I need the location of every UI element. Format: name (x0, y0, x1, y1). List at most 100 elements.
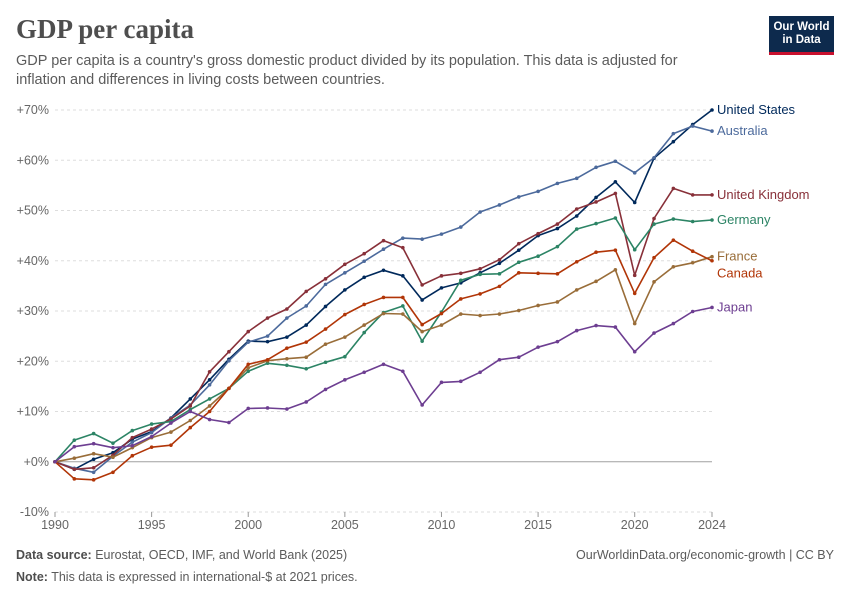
data-point-japan (285, 407, 289, 411)
data-point-united-kingdom (516, 241, 521, 246)
data-point-germany (710, 218, 714, 222)
data-point-united-kingdom (536, 231, 540, 236)
data-point-united-states (516, 248, 521, 252)
data-point-united-kingdom (227, 349, 231, 354)
data-point-japan (265, 406, 270, 410)
data-point-france (188, 418, 193, 423)
data-point-australia (439, 232, 444, 236)
data-point-canada (343, 312, 347, 317)
y-tick-label: +70% (17, 103, 49, 117)
data-point-canada (613, 248, 618, 252)
data-point-united-states (497, 261, 502, 266)
data-point-canada (227, 386, 231, 391)
data-point-france (497, 312, 502, 316)
data-point-japan (690, 309, 695, 314)
data-point-canada (111, 470, 115, 475)
y-tick-label: +40% (17, 254, 49, 268)
data-point-united-kingdom (343, 262, 347, 267)
y-tick-label: +60% (17, 153, 49, 167)
y-tick-label: +0% (24, 455, 49, 469)
chart-title: GDP per capita (16, 14, 194, 44)
data-point-united-states (91, 457, 96, 462)
x-tick-label: 2010 (428, 518, 456, 532)
data-point-united-states (207, 378, 212, 382)
data-point-canada (265, 357, 270, 362)
owid-logo[interactable]: Our World in Data (769, 16, 834, 55)
y-tick-label: +20% (17, 354, 49, 368)
data-point-united-states (710, 108, 714, 112)
data-point-canada (149, 445, 154, 449)
data-point-france (420, 329, 424, 334)
series-label-france: France (717, 249, 757, 264)
data-point-united-kingdom (632, 273, 637, 278)
data-point-canada (91, 478, 96, 482)
data-point-australia (401, 236, 405, 240)
data-point-australia (207, 383, 212, 387)
data-point-france (555, 300, 560, 304)
data-point-germany (458, 278, 463, 283)
x-tick-label: 1995 (138, 518, 166, 532)
data-point-japan (497, 357, 502, 362)
data-point-canada (188, 425, 193, 430)
source-url[interactable]: OurWorldinData.org/economic-growth | CC … (576, 548, 834, 562)
data-point-united-kingdom (149, 427, 154, 431)
data-point-united-states (285, 335, 289, 339)
data-point-japan (613, 325, 618, 329)
data-point-france (671, 264, 676, 269)
data-point-australia (420, 237, 424, 241)
x-tick-label: 1990 (41, 518, 69, 532)
data-point-united-states (613, 180, 618, 184)
data-point-united-kingdom (574, 207, 579, 211)
data-point-canada (323, 327, 328, 331)
data-point-united-kingdom (401, 245, 405, 250)
data-point-germany (420, 339, 424, 343)
data-point-canada (130, 453, 135, 458)
series-label-japan: Japan (717, 299, 752, 314)
data-point-germany (207, 397, 212, 401)
data-point-japan (207, 417, 212, 422)
data-point-australia (246, 340, 251, 344)
data-point-australia (343, 271, 347, 275)
data-point-united-kingdom (304, 289, 309, 294)
data-point-australia (130, 440, 135, 444)
data-point-japan (478, 370, 482, 375)
data-point-germany (323, 360, 328, 365)
data-source-text: Eurostat, OECD, IMF, and World Bank (202… (95, 548, 348, 562)
data-point-france (323, 342, 328, 346)
data-point-japan (53, 459, 57, 464)
data-point-australia (690, 124, 695, 128)
data-point-australia (555, 181, 560, 186)
data-point-canada (478, 292, 482, 296)
data-point-australia (304, 304, 309, 308)
data-point-canada (652, 255, 656, 260)
data-point-united-kingdom (652, 216, 656, 221)
data-point-japan (652, 331, 656, 335)
data-point-canada (555, 272, 560, 276)
data-point-canada (671, 238, 676, 242)
data-point-united-kingdom (207, 370, 212, 374)
data-point-united-kingdom (323, 277, 328, 281)
data-point-canada (497, 284, 502, 289)
data-point-canada (304, 340, 309, 344)
data-point-japan (710, 305, 714, 310)
data-point-france (652, 280, 656, 284)
data-point-united-states (594, 195, 598, 200)
y-tick-label: +50% (17, 204, 49, 218)
data-point-united-states (381, 268, 386, 273)
data-point-australia (632, 171, 637, 175)
data-point-australia (710, 129, 714, 133)
data-point-germany (401, 304, 405, 308)
data-point-united-states (420, 298, 424, 302)
data-point-japan (458, 379, 463, 384)
data-point-australia (594, 165, 598, 170)
data-point-japan (323, 387, 328, 392)
data-point-france (536, 303, 540, 308)
series-line-germany (54, 217, 713, 463)
data-point-japan (516, 355, 521, 360)
series-label-canada: Canada (717, 266, 763, 281)
data-point-japan (362, 370, 366, 375)
data-point-japan (188, 409, 193, 414)
data-point-canada (207, 409, 212, 414)
data-point-united-kingdom (130, 435, 135, 440)
data-point-united-kingdom (381, 238, 386, 243)
